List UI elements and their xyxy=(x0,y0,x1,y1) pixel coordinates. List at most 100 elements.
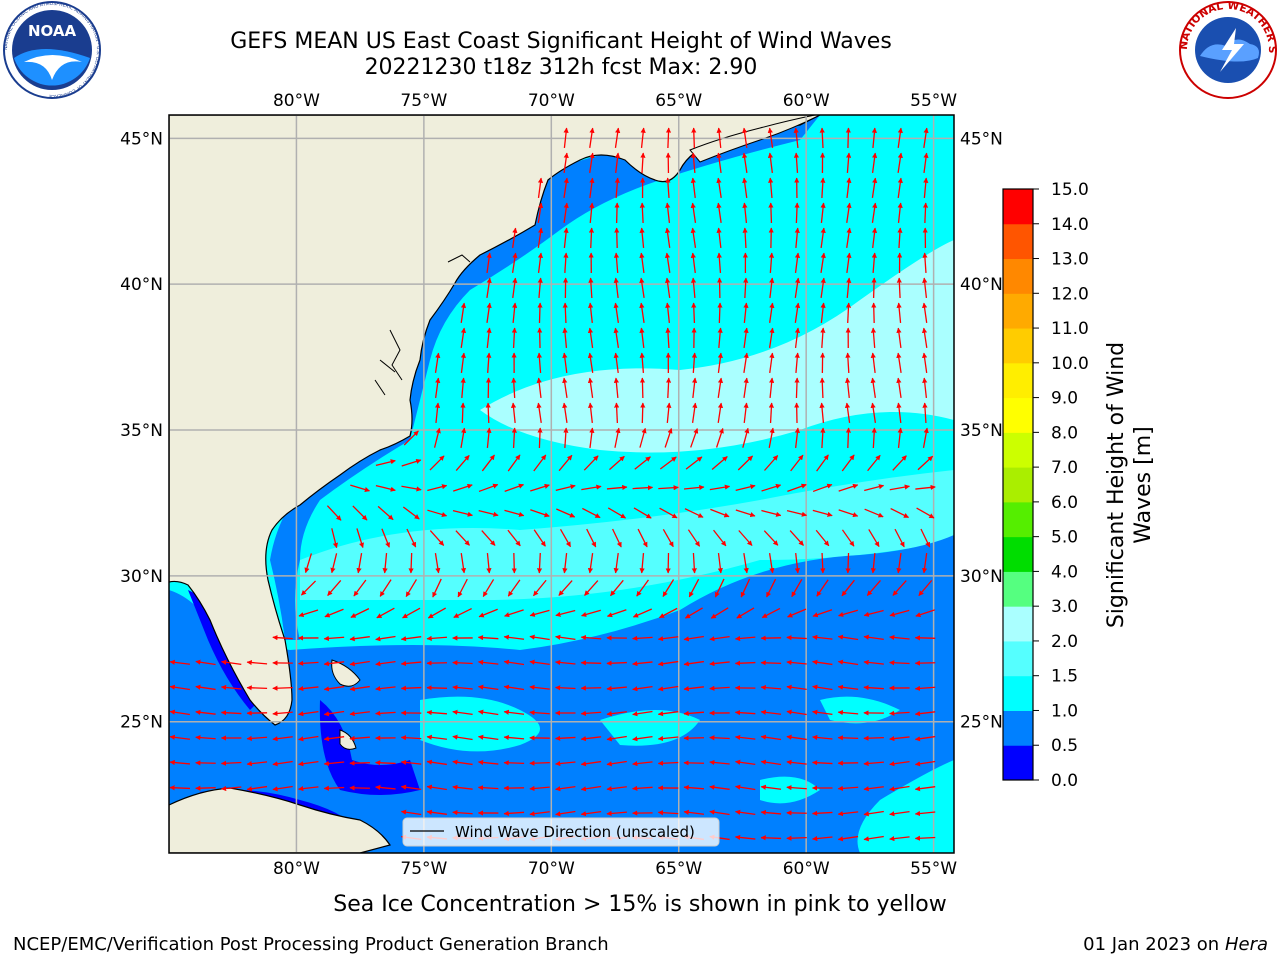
wave-direction-arrow xyxy=(719,303,720,323)
wave-direction-arrow xyxy=(170,788,190,789)
wave-direction-arrow xyxy=(514,553,515,573)
colorbar-tick-label: 12.0 xyxy=(1051,284,1089,304)
wave-direction-arrow xyxy=(607,663,627,664)
colorbar-segment xyxy=(1003,606,1033,641)
wave-direction-arrow xyxy=(350,763,370,764)
colorbar-segment xyxy=(1003,467,1033,502)
lat-label-right: 40°N xyxy=(960,275,1003,295)
wave-direction-arrow xyxy=(530,763,550,764)
wave-direction-arrow xyxy=(838,738,858,739)
wave-direction-arrow xyxy=(581,663,601,664)
colorbar-tick-label: 11.0 xyxy=(1051,319,1089,339)
colorbar-tick-label: 13.0 xyxy=(1051,250,1089,270)
lon-label-bottom: 60°W xyxy=(783,859,830,879)
wave-direction-arrow xyxy=(196,788,216,789)
colorbar-tick-label: 1.5 xyxy=(1051,667,1078,687)
lon-label-bottom: 70°W xyxy=(528,859,575,879)
colorbar-tick-label: 3.0 xyxy=(1051,597,1078,617)
colorbar-tick-label: 1.0 xyxy=(1051,701,1078,721)
wave-direction-arrow xyxy=(848,428,849,448)
wave-direction-arrow xyxy=(462,403,463,423)
wave-direction-arrow xyxy=(642,378,643,398)
lat-label-left: 25°N xyxy=(120,713,163,733)
wave-direction-arrow xyxy=(771,203,772,223)
wave-direction-arrow xyxy=(617,203,618,223)
wave-direction-arrow xyxy=(565,303,566,323)
lon-label-top: 65°W xyxy=(655,91,702,111)
lat-label-right: 25°N xyxy=(960,713,1003,733)
run-date: 01 Jan 2023 on Hera xyxy=(1083,934,1268,955)
lon-label-top: 75°W xyxy=(400,91,447,111)
colorbar-tick-label: 0.5 xyxy=(1051,736,1078,756)
run-host: Hera xyxy=(1225,934,1268,955)
colorbar-tick-label: 4.0 xyxy=(1051,562,1078,582)
lat-label-left: 45°N xyxy=(120,129,163,149)
colorbar-segment xyxy=(1003,189,1033,224)
wave-direction-arrow xyxy=(874,303,875,323)
lat-label-left: 30°N xyxy=(120,567,163,587)
noaa-logo-text: NOAA xyxy=(28,22,77,40)
lon-label-top: 60°W xyxy=(783,91,830,111)
colorbar-tick-label: 8.0 xyxy=(1051,423,1078,443)
wave-direction-arrow xyxy=(874,278,875,298)
wave-direction-arrow xyxy=(668,128,669,148)
map-legend-label: Wind Wave Direction (unscaled) xyxy=(455,823,695,841)
wave-direction-arrow xyxy=(247,688,267,689)
wave-direction-arrow xyxy=(822,553,823,573)
wave-direction-arrow xyxy=(761,838,781,839)
wave-direction-arrow xyxy=(864,738,884,739)
colorbar-tick-label: 6.0 xyxy=(1051,493,1078,513)
wave-direction-arrow xyxy=(401,688,421,689)
wave-direction-arrow xyxy=(488,403,489,423)
wave-direction-arrow xyxy=(684,763,704,764)
colorbar-tick-label: 14.0 xyxy=(1051,215,1089,235)
lon-label-bottom: 65°W xyxy=(655,859,702,879)
wave-direction-arrow xyxy=(848,553,849,573)
wave-direction-arrow xyxy=(617,228,618,248)
branch-credit: NCEP/EMC/Verification Post Processing Pr… xyxy=(13,934,609,955)
colorbar-segment xyxy=(1003,293,1033,328)
colorbar-segment xyxy=(1003,710,1033,745)
lat-label-left: 40°N xyxy=(120,275,163,295)
colorbar-segment xyxy=(1003,398,1033,433)
wave-direction-arrow xyxy=(796,378,797,398)
colorbar-tick-label: 7.0 xyxy=(1051,458,1078,478)
colorbar: 0.00.51.01.52.03.04.05.06.07.08.09.010.0… xyxy=(1003,180,1089,791)
wave-direction-arrow xyxy=(539,428,540,448)
noaa-logo: NOAA NATIONAL OCEANIC AND ATMOSPHERIC AD… xyxy=(3,1,101,99)
wave-direction-arrow xyxy=(735,663,755,664)
colorbar-segment xyxy=(1003,676,1033,711)
colorbar-segment xyxy=(1003,224,1033,259)
colorbar-segment xyxy=(1003,745,1033,780)
lat-label-right: 45°N xyxy=(960,129,1003,149)
colorbar-segment xyxy=(1003,259,1033,294)
colorbar-tick-label: 15.0 xyxy=(1051,180,1089,200)
run-date-text: 01 Jan 2023 on xyxy=(1083,934,1225,955)
lon-label-top: 70°W xyxy=(528,91,575,111)
colorbar-segment xyxy=(1003,502,1033,537)
wave-direction-arrow xyxy=(591,228,592,248)
wave-direction-arrow xyxy=(822,378,823,398)
wave-direction-arrow xyxy=(411,553,412,573)
lon-label-bottom: 80°W xyxy=(273,859,320,879)
colorbar-label-line2: Waves [m] xyxy=(1131,426,1156,543)
wave-direction-arrow xyxy=(273,688,293,689)
map-panel: Wind Wave Direction (unscaled) xyxy=(169,115,954,853)
wave-direction-arrow xyxy=(427,688,447,689)
wave-direction-arrow xyxy=(796,203,797,223)
chart-title: GEFS MEAN US East Coast Significant Heig… xyxy=(230,29,892,54)
colorbar-segment xyxy=(1003,537,1033,572)
colorbar-segment xyxy=(1003,641,1033,676)
lon-label-bottom: 75°W xyxy=(400,859,447,879)
colorbar-tick-label: 9.0 xyxy=(1051,389,1078,409)
wave-direction-arrow xyxy=(642,403,643,423)
colorbar-segment xyxy=(1003,328,1033,363)
map-legend: Wind Wave Direction (unscaled) xyxy=(403,818,719,846)
colorbar-segment xyxy=(1003,571,1033,606)
wave-direction-arrow xyxy=(539,303,540,323)
chart-subtitle: 20221230 t18z 312h fcst Max: 2.90 xyxy=(365,55,758,80)
wave-direction-arrow xyxy=(915,663,935,664)
wave-direction-arrow xyxy=(376,763,396,764)
